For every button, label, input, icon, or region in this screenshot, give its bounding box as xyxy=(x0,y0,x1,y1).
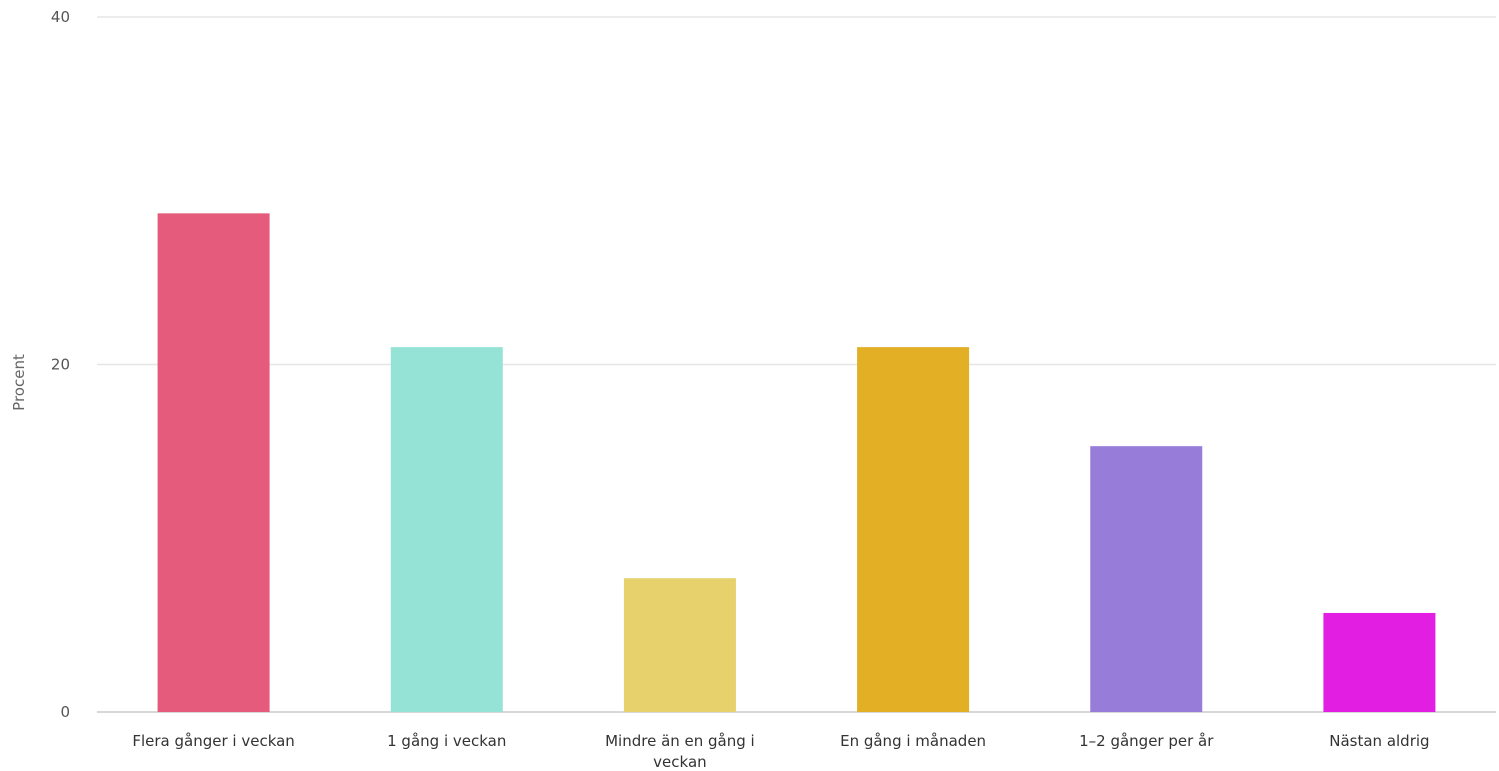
y-tick-label: 40 xyxy=(51,8,70,26)
bar[interactable] xyxy=(623,578,736,712)
x-tick-label: 1 gång i veckan xyxy=(387,732,506,750)
x-tick-label: Mindre än en gång i veckan xyxy=(605,732,755,771)
y-tick-label: 20 xyxy=(51,356,70,374)
bar[interactable] xyxy=(857,347,970,712)
x-tick-label: Flera gånger i veckan xyxy=(132,732,294,750)
gridlines xyxy=(97,16,1496,713)
bar[interactable] xyxy=(1090,446,1203,712)
x-tick-label: Nästan aldrig xyxy=(1329,732,1429,750)
x-tick-label: En gång i månaden xyxy=(840,732,986,750)
bar[interactable] xyxy=(157,213,270,712)
y-tick-label: 0 xyxy=(60,703,70,721)
y-axis-ticks: 0 20 40 xyxy=(51,8,70,721)
bar[interactable] xyxy=(1323,612,1436,712)
bar[interactable] xyxy=(390,347,503,712)
y-axis-label: Procent xyxy=(10,354,28,411)
bars xyxy=(157,213,1436,712)
x-axis-ticks: Flera gånger i veckan 1 gång i veckan Mind… xyxy=(132,732,1429,771)
x-tick-label: 1–2 gånger per år xyxy=(1079,732,1214,750)
